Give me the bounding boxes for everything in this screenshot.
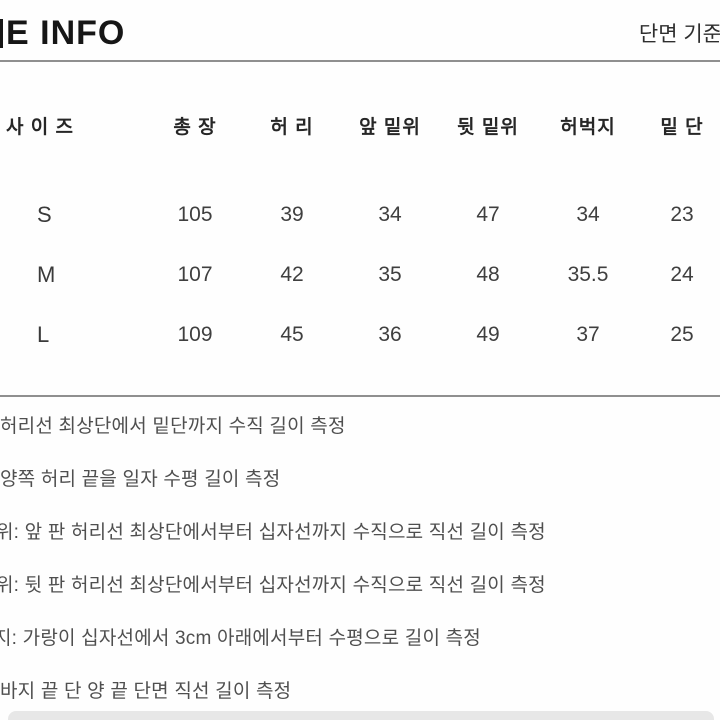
cut-letter-fragment — [0, 19, 3, 48]
cell-value: 39 — [280, 203, 304, 226]
cell-value: 109 — [177, 323, 213, 346]
column-header-front-rise: 앞 밑위 — [359, 116, 421, 138]
cell-value: 23 — [670, 203, 694, 226]
column-header-total-length: 총 장 — [173, 116, 217, 138]
note-front-rise: 위: 앞 판 허리선 최상단에서부터 십자선까지 수직으로 직선 길이 측정 — [0, 522, 546, 543]
column-header-back-rise: 뒷 밑위 — [457, 116, 519, 138]
cell-value: 49 — [476, 323, 500, 346]
cell-value: 42 — [280, 263, 304, 286]
note-thigh: 지: 가랑이 십자선에서 3cm 아래에서부터 수평으로 길이 측정 — [0, 628, 481, 649]
cell-value: 25 — [670, 323, 694, 346]
cell-value: 34 — [378, 203, 402, 226]
cell-value: 107 — [177, 263, 213, 286]
cell-value: 47 — [476, 203, 500, 226]
column-header-hem: 밑 단 — [660, 116, 704, 138]
column-header-thigh: 허벅지 — [560, 116, 616, 138]
cell-value: 45 — [280, 323, 304, 346]
note-waist: 양쪽 허리 끝을 일자 수평 길이 측정 — [0, 469, 281, 490]
column-header-waist: 허 리 — [270, 116, 314, 138]
size-label-m: M — [37, 262, 56, 287]
top-divider — [0, 60, 720, 62]
size-label-l: L — [37, 322, 50, 347]
cell-value: 36 — [378, 323, 402, 346]
cell-value: 35.5 — [567, 263, 609, 286]
cell-value: 37 — [576, 323, 600, 346]
middle-divider — [0, 395, 720, 397]
cell-value: 24 — [670, 263, 694, 286]
column-header-size: 사 이 즈 — [6, 116, 74, 138]
measurement-basis-note: 단면 기준 — [638, 23, 720, 46]
table-row: S 105 39 34 47 34 23 — [0, 185, 718, 245]
page-title: E INFO — [6, 14, 126, 52]
measurement-notes: 허리선 최상단에서 밑단까지 수직 길이 측정 양쪽 허리 끝을 일자 수평 길… — [0, 400, 720, 718]
size-label-s: S — [37, 202, 52, 227]
size-table: 사 이 즈 총 장 허 리 앞 밑위 뒷 밑위 허벅지 밑 단 S 105 39… — [0, 102, 718, 365]
table-header-row: 사 이 즈 총 장 허 리 앞 밑위 뒷 밑위 허벅지 밑 단 — [0, 102, 718, 148]
next-section-edge — [8, 711, 714, 720]
table-row: M 107 42 35 48 35.5 24 — [0, 245, 718, 305]
cell-value: 105 — [177, 203, 213, 226]
note-back-rise: 위: 뒷 판 허리선 최상단에서부터 십자선까지 수직으로 직선 길이 측정 — [0, 575, 546, 596]
cell-value: 35 — [378, 263, 402, 286]
table-row: L 109 45 36 49 37 25 — [0, 305, 718, 365]
note-total-length: 허리선 최상단에서 밑단까지 수직 길이 측정 — [0, 416, 346, 437]
note-hem: 바지 끝 단 양 끝 단면 직선 길이 측정 — [0, 681, 292, 702]
cell-value: 48 — [476, 263, 500, 286]
cell-value: 34 — [576, 203, 600, 226]
